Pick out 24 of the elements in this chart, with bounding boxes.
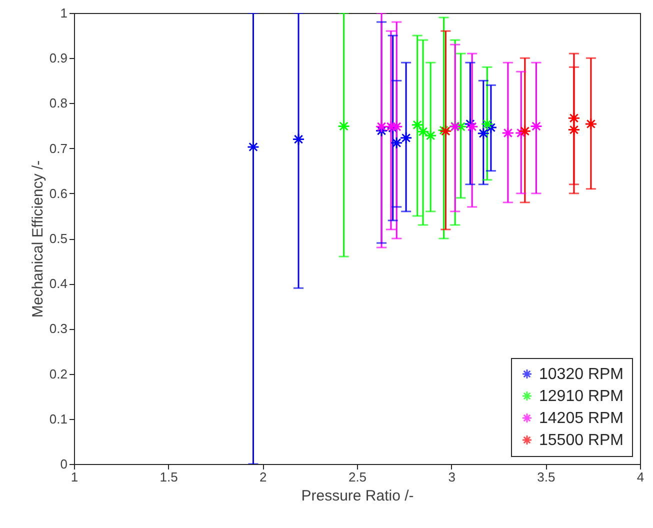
legend-label: 10320 RPM — [539, 366, 624, 383]
x-tick-label: 4 — [636, 470, 644, 484]
x-axis-title: Pressure Ratio /- — [301, 488, 414, 504]
y-tick-label: 1 — [60, 6, 68, 20]
y-tick-label: 0.6 — [49, 186, 68, 201]
y-tick-label: 0.4 — [49, 276, 68, 292]
x-tick-label: 3.5 — [537, 470, 556, 484]
y-tick-label: 0.3 — [49, 321, 68, 336]
y-tick-label: 0 — [60, 456, 68, 472]
y-tick-label: 0.7 — [49, 140, 68, 156]
x-tick-label: 1 — [70, 470, 78, 484]
y-axis-title: Mechanical Efficiency /- — [29, 160, 46, 318]
x-tick-label: 2 — [260, 470, 267, 484]
legend-label: 15500 RPM — [539, 432, 624, 449]
x-tick-label: 1.5 — [160, 470, 178, 484]
y-tick-label: 0.1 — [49, 411, 68, 426]
x-tick-label: 3 — [448, 470, 456, 484]
y-tick-label: 0.8 — [49, 96, 68, 111]
legend-label: 12910 RPM — [539, 388, 624, 405]
legend-label: 14205 RPM — [539, 410, 624, 427]
y-tick-label: 0.5 — [49, 231, 68, 246]
y-tick-label: 0.9 — [49, 50, 68, 66]
y-tick-label: 0.2 — [49, 366, 68, 382]
x-tick-label: 2.5 — [348, 470, 367, 484]
